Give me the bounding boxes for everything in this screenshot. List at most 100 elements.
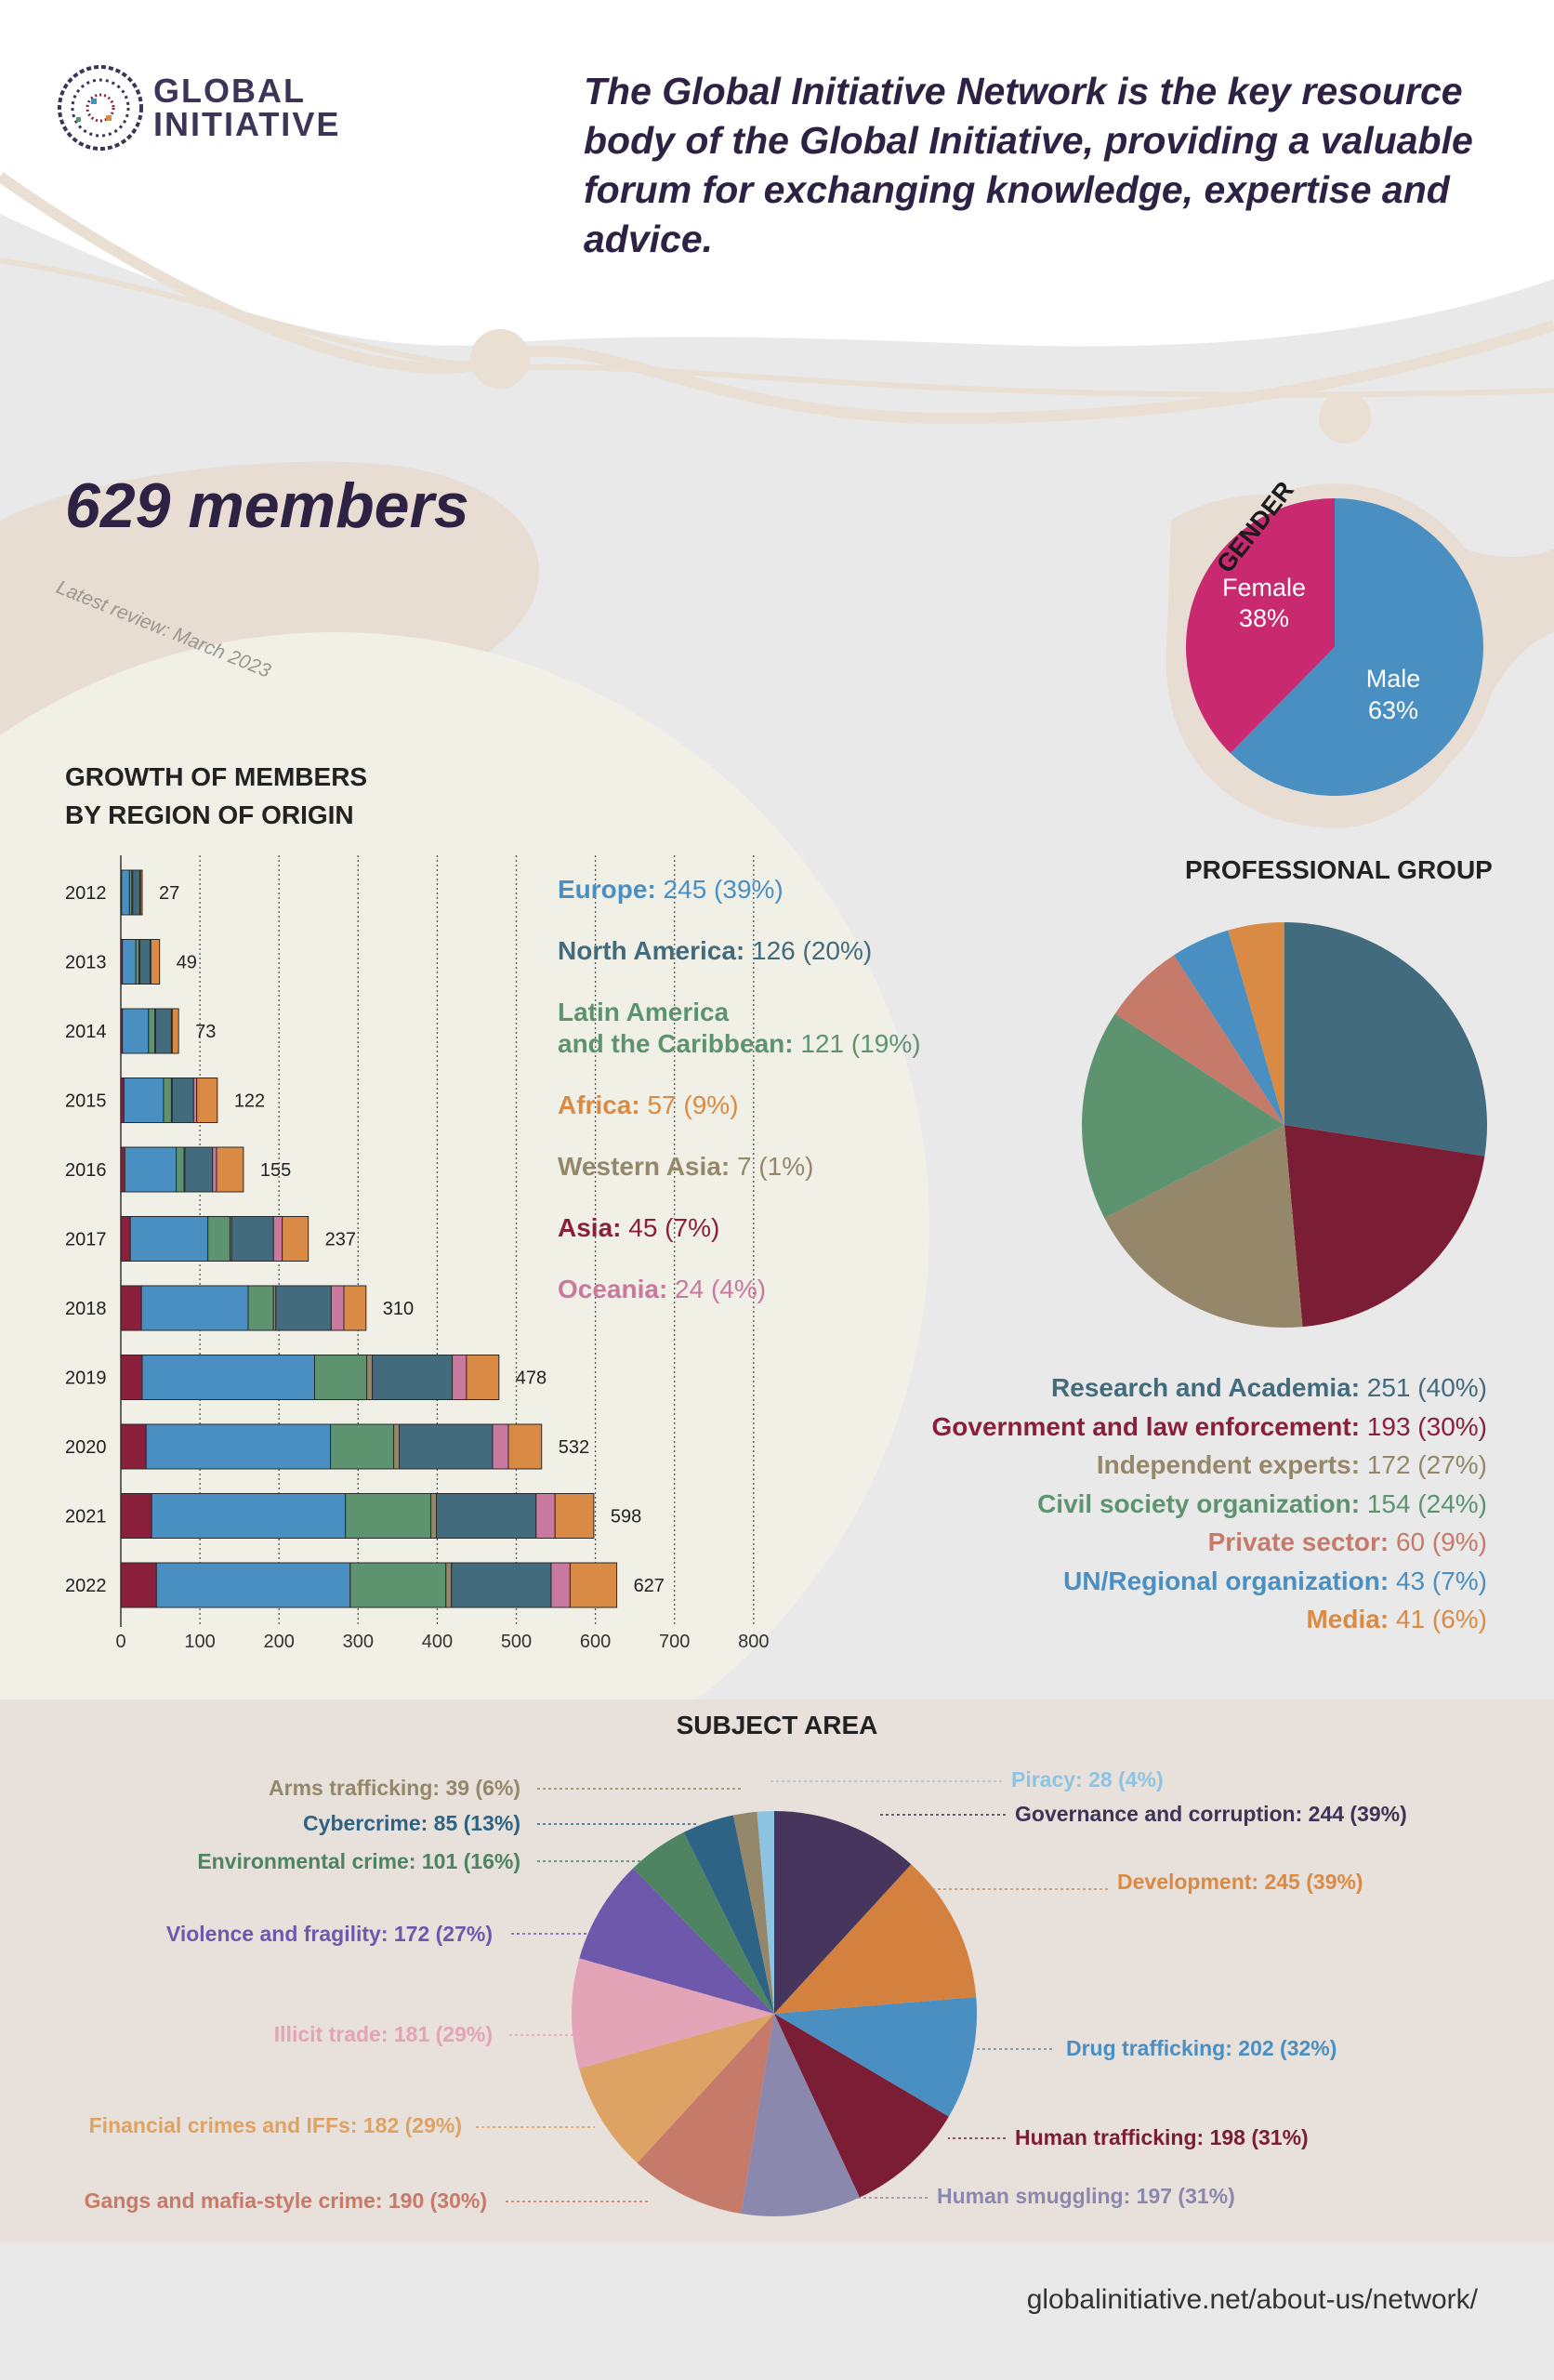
region-value: 126 (20%)	[744, 936, 873, 965]
pie-slice-civil-society-organization	[1082, 1013, 1284, 1219]
professional-title: PROFESSIONAL GROUP	[1185, 855, 1493, 884]
x-tick-label: 800	[738, 1632, 769, 1652]
growth-title-line-2: BY REGION OF ORIGIN	[65, 800, 354, 829]
year-label: 2020	[65, 1437, 107, 1458]
pie-slice-independent-experts	[1104, 1125, 1303, 1328]
region-name: Western Asia:	[558, 1152, 731, 1181]
professional-legend-item: Independent experts: 172 (27%)	[931, 1446, 1487, 1485]
bar-segment-africa	[216, 1146, 244, 1193]
bar-segment-latin-america-and-the-caribbean	[313, 1355, 368, 1400]
bar-segment-north-america	[275, 1285, 332, 1331]
region-value: 7 (1%)	[730, 1152, 814, 1181]
bar-segment-africa	[569, 1562, 618, 1608]
professional-value: 251 (40%)	[1360, 1373, 1487, 1402]
bar-segment-asia	[120, 1285, 142, 1331]
footer-url[interactable]: globalinitiative.net/about-us/network/	[1026, 2284, 1478, 2315]
bar-segment-oceania	[192, 1078, 198, 1123]
region-name: North America:	[558, 936, 745, 965]
bar-total-label: 598	[611, 1507, 641, 1527]
bar-segment-latin-america-and-the-caribbean	[148, 1008, 156, 1054]
x-tick-label: 500	[501, 1632, 532, 1652]
member-count: 629 members	[65, 470, 469, 541]
year-label: 2021	[65, 1507, 107, 1527]
professional-legend-item: Media: 41 (6%)	[931, 1600, 1487, 1639]
pie-slice-media	[1228, 922, 1284, 1125]
subject-label-piracy: Piracy: 28 (4%)	[1011, 1767, 1164, 1792]
x-tick-label: 300	[343, 1632, 374, 1652]
bar-segment-north-america	[436, 1493, 537, 1539]
bar-segment-oceania	[535, 1493, 556, 1539]
subject-label-violence-and-fragility: Violence and fragility: 172 (27%)	[166, 1922, 493, 1946]
subject-label-human-smuggling: Human smuggling: 197 (31%)	[937, 2184, 1235, 2208]
professional-name: Civil society organization:	[1037, 1488, 1361, 1518]
bar-total-label: 73	[195, 1022, 216, 1042]
growth-title-line-1: GROWTH OF MEMBERS	[65, 762, 368, 791]
year-label: 2016	[65, 1160, 107, 1181]
pie-slice-gangs-and-mafia-style-crime	[637, 2014, 774, 2215]
male-label: Male	[1366, 665, 1421, 693]
subject-label-governance-and-corruption: Governance and corruption: 244 (39%)	[1015, 1802, 1407, 1826]
bar-segment-north-america	[372, 1355, 454, 1400]
bar-segment-africa	[343, 1285, 367, 1331]
bar-segment-africa	[554, 1493, 595, 1539]
bar-segment-europe	[129, 1216, 209, 1262]
female-value: 38%	[1239, 604, 1289, 632]
pie-slice-development	[774, 1864, 977, 2014]
pie-slice-governance-and-corruption	[774, 1811, 912, 2014]
region-legend-item: Europe: 245 (39%)	[558, 874, 948, 906]
bar-total-label: 122	[234, 1091, 265, 1112]
x-tick-label: 100	[184, 1632, 215, 1652]
bar-segment-oceania	[550, 1562, 571, 1608]
professional-legend-item: Government and law enforcement: 193 (30%…	[931, 1408, 1487, 1447]
pie-slice-financial-crimes-and-iffs	[579, 2014, 774, 2163]
bar-segment-latin-america-and-the-caribbean	[163, 1078, 172, 1123]
region-value: 121 (19%)	[793, 1029, 921, 1058]
subject-pie-chart: Governance and corruption: 244 (39%) Deve…	[85, 1767, 1407, 2216]
female-label: Female	[1222, 574, 1306, 602]
subject-label-arms-trafficking: Arms trafficking: 39 (6%)	[269, 1776, 520, 1800]
year-label: 2018	[65, 1299, 107, 1319]
subject-label-cybercrime: Cybercrime: 85 (13%)	[303, 1811, 520, 1835]
bar-segment-north-america	[154, 1008, 172, 1054]
bar-total-label: 310	[383, 1299, 414, 1319]
pie-slice-violence-and-fragility	[579, 1868, 774, 2014]
bar-segment-north-america	[138, 939, 151, 985]
growth-title: GROWTH OF MEMBERS BY REGION OF ORIGIN	[65, 758, 367, 834]
bar-segment-asia	[120, 1216, 131, 1262]
professional-value: 193 (30%)	[1360, 1411, 1487, 1441]
region-name: Oceania:	[558, 1275, 668, 1303]
region-name: Latin America and the Caribbean:	[558, 998, 794, 1058]
bar-segment-asia	[120, 1562, 157, 1608]
bar-segment-europe	[155, 1562, 351, 1608]
pie-slice-female	[1186, 498, 1335, 754]
region-legend-item: Latin America and the Caribbean: 121 (19…	[558, 997, 948, 1060]
professional-legend-item: Private sector: 60 (9%)	[931, 1523, 1487, 1562]
globe-logo-icon	[58, 65, 143, 151]
pie-slice-human-trafficking	[774, 2014, 949, 2198]
bar-segment-latin-america-and-the-caribbean	[207, 1216, 230, 1262]
bar-segment-latin-america-and-the-caribbean	[135, 939, 140, 985]
professional-pie-chart	[1082, 922, 1487, 1328]
bar-segment-europe	[151, 1493, 347, 1539]
region-legend-item: Asia: 45 (7%)	[558, 1212, 948, 1244]
subject-title: SUBJECT AREA	[676, 1711, 878, 1739]
bar-total-label: 27	[159, 883, 179, 904]
bar-segment-africa	[139, 869, 143, 916]
subject-label-development: Development: 245 (39%)	[1117, 1870, 1363, 1894]
region-name: Africa:	[558, 1091, 640, 1119]
professional-slices	[1082, 922, 1487, 1328]
region-value: 24 (4%)	[667, 1275, 767, 1303]
pie-slice-research-and-academia	[1284, 922, 1487, 1157]
year-label: 2019	[65, 1368, 107, 1389]
bar-segment-europe	[145, 1423, 332, 1470]
bar-segment-latin-america-and-the-caribbean	[176, 1146, 185, 1193]
bar-total-label: 237	[325, 1230, 356, 1250]
professional-value: 154 (24%)	[1360, 1488, 1487, 1518]
professional-legend-item: Civil society organization: 154 (24%)	[931, 1485, 1487, 1524]
subject-label-financial-crimes-and-iffs: Financial crimes and IFFs: 182 (29%)	[89, 2113, 462, 2137]
professional-value: 43 (7%)	[1389, 1566, 1487, 1595]
professional-legend-item: Research and Academia: 251 (40%)	[931, 1368, 1487, 1408]
bar-segment-asia	[120, 1423, 147, 1470]
subject-label-illicit-trade: Illicit trade: 181 (29%)	[274, 2022, 493, 2046]
